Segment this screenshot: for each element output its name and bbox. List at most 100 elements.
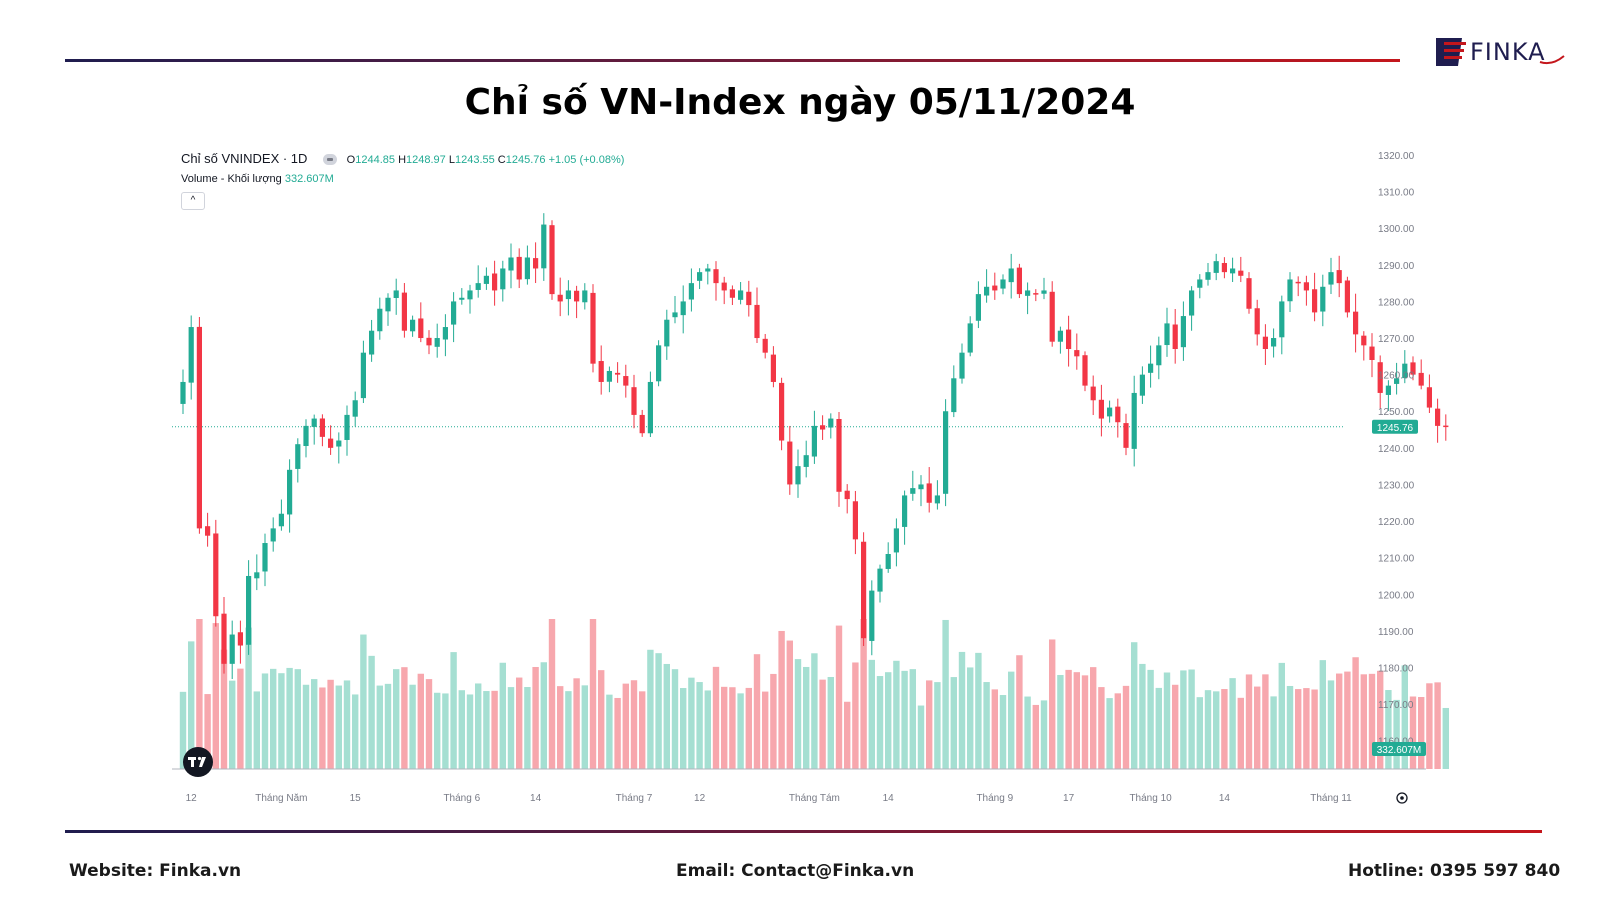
volume-bar — [1221, 689, 1228, 769]
candle — [1271, 338, 1277, 347]
volume-bar — [917, 705, 925, 769]
volume-bar — [622, 683, 629, 769]
candle — [254, 572, 260, 579]
candle — [705, 268, 711, 272]
candle — [1213, 261, 1219, 273]
candle — [1139, 374, 1145, 396]
volume-bar — [1327, 680, 1335, 769]
volume-bar — [245, 627, 252, 769]
candle — [1361, 335, 1367, 346]
volume-bar — [343, 680, 351, 769]
footer-hotline[interactable]: Hotline: 0395 597 840 — [1348, 861, 1561, 881]
candle — [1156, 345, 1162, 366]
x-tick-label: 12 — [694, 793, 706, 804]
candle — [1082, 355, 1088, 386]
candle — [451, 301, 457, 325]
volume-bar — [1262, 674, 1269, 769]
volume-bar — [753, 654, 761, 769]
volume-bar — [458, 690, 465, 769]
candle — [672, 312, 678, 318]
collapse-legend-button[interactable]: ^ — [181, 192, 205, 210]
footer-email[interactable]: Email: Contact@Finka.vn — [676, 861, 915, 881]
settings-gear-icon[interactable] — [1396, 792, 1408, 804]
volume-bar — [934, 682, 941, 769]
y-tick-label: 1300.00 — [1378, 224, 1415, 235]
candle — [1205, 272, 1211, 280]
candle — [549, 225, 555, 295]
y-tick-label: 1250.00 — [1378, 407, 1415, 418]
candle — [188, 327, 194, 383]
candle — [557, 294, 563, 302]
candle — [287, 469, 293, 515]
volume-bar — [967, 667, 974, 769]
y-tick-label: 1240.00 — [1378, 444, 1415, 455]
volume-bar — [647, 649, 654, 769]
last-price-label: 1245.76 — [1377, 423, 1414, 434]
volume-bar — [1098, 687, 1105, 769]
x-tick-label: Tháng Năm — [255, 793, 307, 804]
candle — [1016, 267, 1022, 295]
candle — [844, 490, 850, 500]
volume-bar — [901, 670, 908, 769]
last-volume-badge — [1372, 742, 1426, 756]
finka-logo-text: FINKA — [1470, 38, 1546, 66]
candle — [1320, 286, 1326, 312]
y-tick-label: 1170.00 — [1378, 700, 1414, 711]
volume-bar — [803, 666, 810, 769]
candle — [1230, 268, 1236, 274]
y-tick-label: 1190.00 — [1378, 627, 1414, 638]
candle — [1262, 336, 1268, 350]
candle — [877, 568, 883, 592]
volume-bar — [1385, 690, 1392, 769]
volume-bar — [1418, 697, 1425, 769]
volume-bar — [745, 687, 752, 769]
open-key: O — [346, 154, 356, 166]
bottom-divider — [65, 830, 1542, 833]
volume-bar — [1155, 687, 1162, 769]
y-tick-label: 1290.00 — [1378, 261, 1415, 272]
volume-bar — [1016, 655, 1023, 769]
candle — [1074, 350, 1080, 357]
volume-bar — [1213, 691, 1220, 769]
volume-bar — [1024, 696, 1031, 769]
volume-bar — [1254, 686, 1261, 769]
tradingview-logo-mark — [191, 757, 194, 767]
volume-bar — [196, 619, 203, 769]
candle — [418, 318, 424, 339]
candle — [918, 484, 924, 490]
volume-bar — [614, 697, 621, 769]
y-tick-label: 1310.00 — [1378, 188, 1415, 199]
volume-bar — [565, 691, 572, 769]
volume-bar — [1295, 689, 1302, 769]
candle — [721, 282, 727, 291]
candle — [344, 414, 350, 440]
candle — [565, 290, 571, 300]
candle — [803, 455, 809, 467]
close-key: C — [497, 154, 506, 166]
symbol-label[interactable]: Chỉ số VNINDEX · 1D — [181, 151, 308, 166]
candle — [1377, 362, 1383, 393]
volume-bar — [909, 669, 916, 769]
volume-bar — [1409, 696, 1417, 769]
footer-website[interactable]: Website: Finka.vn — [69, 861, 242, 881]
candle — [762, 338, 768, 353]
candle — [1008, 268, 1014, 283]
candle — [861, 541, 867, 639]
visibility-toggle-icon[interactable] — [323, 154, 338, 166]
candle — [893, 528, 899, 553]
candle — [746, 291, 752, 306]
change-value: +1.05 (+0.08%) — [548, 154, 625, 166]
candle — [229, 634, 235, 664]
candle — [328, 438, 334, 448]
volume-bar — [1049, 639, 1056, 769]
volume-bar — [540, 662, 547, 769]
candle — [639, 414, 645, 434]
volume-bar — [794, 659, 802, 769]
candle — [426, 337, 432, 346]
volume-bar — [261, 673, 269, 769]
candle — [360, 352, 366, 399]
volume-bar — [1180, 670, 1187, 769]
candle — [934, 495, 940, 504]
volume-bar — [696, 682, 703, 769]
